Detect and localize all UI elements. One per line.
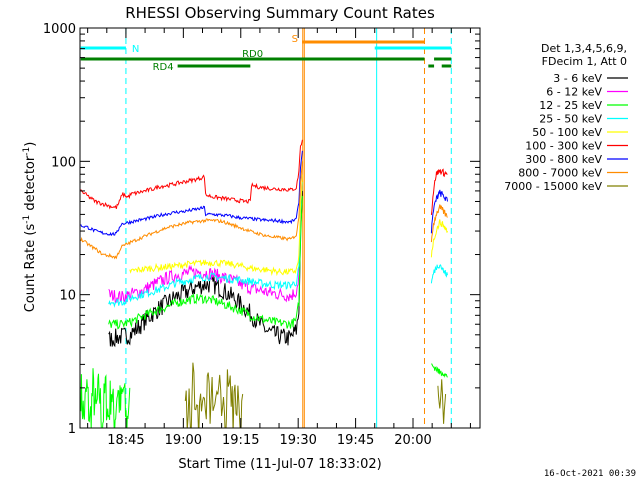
y-axis-label-part: Count Rate (s — [23, 224, 38, 313]
y-axis-label-exponent: -1 — [22, 147, 32, 156]
legend-label: 100 - 300 keV — [525, 140, 602, 153]
footer-timestamp: 16-Oct-2021 00:39 — [544, 469, 636, 479]
x-tick-label: 19:30 — [279, 433, 316, 448]
series-line — [80, 139, 303, 210]
y-axis-label-part: ) — [23, 142, 38, 147]
legend-label: 12 - 25 keV — [539, 99, 602, 112]
legend-label: 800 - 7000 keV — [518, 167, 602, 180]
flag-bars: N RD0 RD4 S — [80, 34, 452, 73]
legend-label: 3 - 6 keV — [553, 72, 602, 85]
flag-label: S — [292, 34, 298, 45]
chart-title: RHESSI Observing Summary Count Rates — [125, 4, 435, 22]
y-tick-label: 1 — [68, 422, 76, 437]
series-line — [129, 174, 303, 277]
x-tick-label: 20:00 — [394, 433, 431, 448]
legend-header: FDecim 1, Att 0 — [542, 55, 627, 68]
flag-label: RD0 — [242, 49, 263, 60]
y-axis-label-exponent: -1 — [22, 215, 32, 224]
series-line — [108, 181, 303, 308]
y-axis-label-part: detector — [23, 155, 38, 215]
series-line — [108, 190, 303, 348]
x-tick-label: 19:15 — [222, 433, 259, 448]
legend: Det 1,3,4,5,6,9,FDecim 1, Att 0 3 - 6 keV… — [504, 42, 628, 193]
y-axis-label: Count Rate (s-1 detector-1) — [22, 142, 38, 313]
axes: 1 10 100 1000 18:45 19:00 19:15 19:30 19:45 20:00 — [43, 22, 481, 448]
x-tick-label: 19:45 — [337, 433, 374, 448]
series-line-post — [430, 204, 448, 243]
legend-label: 300 - 800 keV — [525, 153, 602, 166]
series-line-12-25-low — [80, 368, 131, 428]
series-line-post — [430, 168, 448, 215]
legend-label: 7000 - 15000 keV — [504, 180, 602, 193]
plot-frame — [79, 27, 481, 429]
x-axis-label: Start Time (11-Jul-07 18:33:02) — [178, 457, 381, 472]
legend-label: 50 - 100 keV — [532, 126, 602, 139]
y-tick-label: 1000 — [43, 22, 76, 37]
flag-label: RD4 — [153, 62, 174, 73]
y-tick-label: 10 — [59, 289, 76, 304]
series-line — [80, 150, 303, 237]
x-tick-label: 18:45 — [107, 433, 144, 448]
series-line — [80, 161, 303, 260]
series-line — [184, 362, 244, 428]
plot-area — [80, 28, 452, 428]
series-line-post — [437, 379, 447, 424]
series-line-post — [430, 219, 448, 258]
legend-header: Det 1,3,4,5,6,9, — [541, 42, 627, 55]
x-tick-label: 19:00 — [165, 433, 202, 448]
series-line — [108, 195, 303, 330]
series-line-post — [430, 189, 448, 234]
legend-label: 6 - 12 keV — [546, 86, 602, 99]
y-tick-label: 100 — [51, 155, 76, 170]
series-line-post — [430, 264, 448, 284]
flag-label: N — [132, 44, 139, 55]
series-line-post — [431, 363, 448, 378]
legend-label: 25 - 50 keV — [539, 113, 602, 126]
